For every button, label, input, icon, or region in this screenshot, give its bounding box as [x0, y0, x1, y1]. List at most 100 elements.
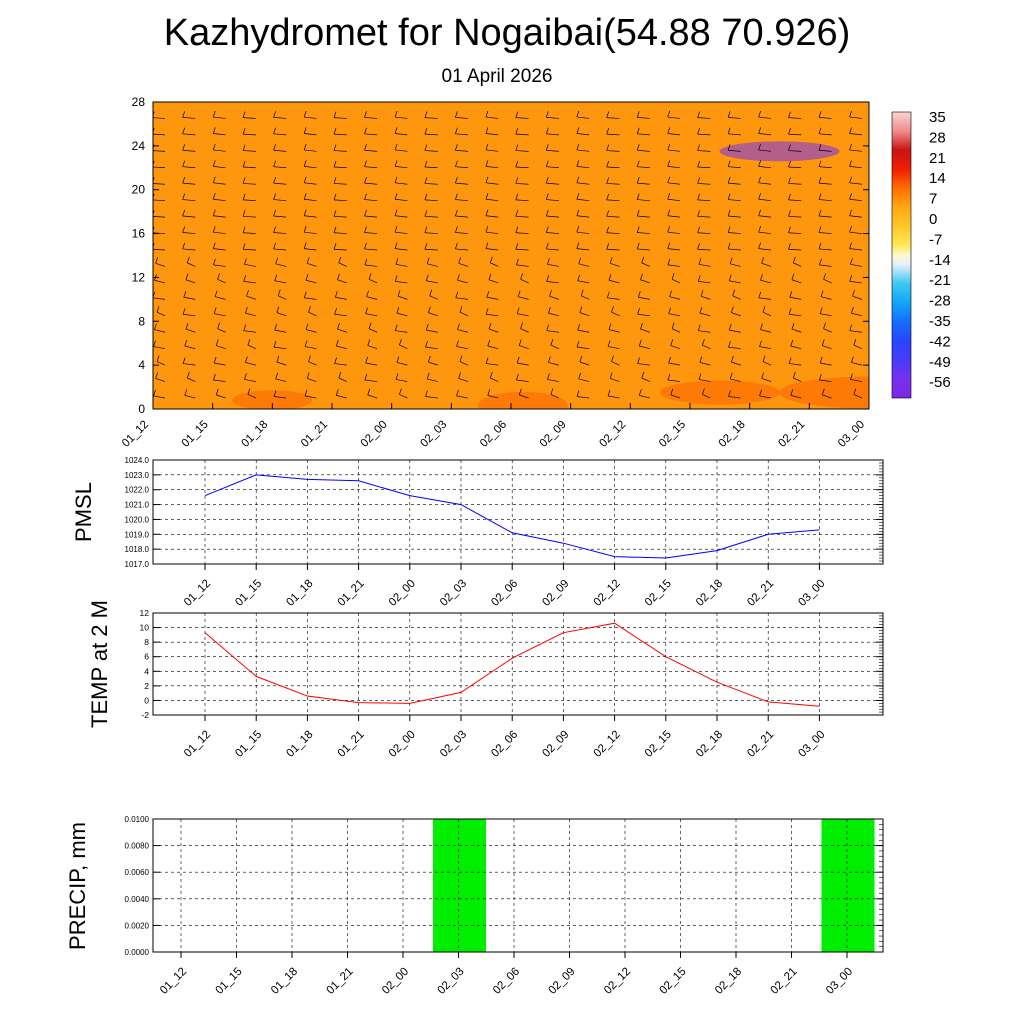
wind-barb [729, 280, 741, 284]
wind-barb-flag [516, 356, 520, 364]
wind-barb-flag [212, 143, 216, 151]
wind-barb-flag [276, 355, 280, 363]
x-tick-label: 02_09 [547, 966, 578, 997]
wind-barb-flag [426, 372, 430, 380]
x-tick-label: 02_03 [436, 966, 467, 997]
wind-barb-flag [156, 355, 160, 362]
wind-barb [333, 150, 347, 152]
x-tick-label: 01_12 [158, 966, 189, 997]
wind-barb-flag [667, 258, 671, 266]
wind-barb-flag [303, 226, 307, 233]
wind-barb [244, 263, 256, 267]
wind-barb [456, 395, 469, 399]
wind-barb [459, 311, 469, 317]
x-tick-label: 02_06 [489, 578, 520, 609]
wind-barb-flag [368, 322, 372, 329]
wind-barb [700, 295, 711, 300]
wind-barb [364, 166, 378, 169]
wind-barb [849, 198, 862, 202]
wind-barb [758, 215, 772, 218]
wind-barb-flag [851, 356, 854, 363]
wind-barb [761, 262, 772, 267]
wind-barb-flag [485, 357, 489, 364]
wind-barb [153, 216, 166, 218]
wind-barb [243, 117, 256, 119]
wind-barb [304, 248, 317, 251]
wind-barb-flag [458, 372, 461, 379]
wind-barb-flag [394, 143, 398, 151]
wind-barb [457, 329, 469, 333]
wind-barb-flag [702, 339, 705, 346]
wind-barb-flag [364, 177, 367, 184]
wind-barb-flag [156, 306, 160, 313]
wind-barb-flag [213, 356, 217, 364]
wind-barb [153, 133, 166, 136]
wind-barb [576, 248, 590, 251]
colorbar-label: 14 [929, 170, 946, 187]
wind-barb [278, 295, 287, 300]
wind-barb [515, 232, 529, 234]
wind-barb [333, 117, 347, 119]
wind-barb [155, 262, 166, 267]
wind-barb [611, 361, 620, 366]
wind-barb [849, 116, 862, 119]
wind-barb [818, 116, 832, 119]
wind-barb [606, 248, 620, 251]
wind-barb [214, 362, 226, 366]
wind-barb-flag [217, 322, 220, 329]
wind-barb [485, 182, 499, 185]
wind-barb [548, 312, 559, 317]
wind-barb-flag [242, 144, 246, 151]
wind-barb-flag [455, 209, 458, 217]
wind-barb [548, 362, 559, 366]
wind-barb-flag [849, 143, 852, 151]
wind-barb [395, 379, 408, 382]
wind-barb [637, 116, 650, 119]
wind-barb-flag [849, 209, 852, 216]
wind-barb-flag [818, 209, 822, 217]
wind-barb-flag [334, 291, 338, 298]
wind-barb-flag [394, 242, 398, 249]
wind-barb [273, 248, 287, 251]
wind-barb-flag [792, 371, 796, 379]
wind-barb-flag [670, 388, 674, 395]
colorbar-label: 21 [929, 150, 946, 167]
heatmap-y-tick-label: 28 [132, 95, 146, 109]
wind-barb-flag [578, 257, 582, 264]
wind-barb [550, 394, 560, 399]
wind-barb-flag [305, 323, 309, 330]
wind-barb-flag [276, 306, 280, 313]
wind-barb-flag [182, 111, 186, 118]
wind-barb-flag [429, 289, 433, 296]
wind-barb-flag [515, 177, 519, 184]
wind-barb [851, 312, 862, 317]
wind-barb [247, 344, 257, 350]
wind-barb [273, 149, 287, 152]
heatmap-y-tick-label: 24 [132, 139, 146, 153]
wind-barb-flag [214, 290, 218, 297]
wind-barb-flag [729, 257, 733, 264]
wind-barb-flag [606, 210, 610, 217]
wind-barb-flag [788, 308, 792, 315]
wind-barb-flag [728, 324, 732, 331]
wind-barb [667, 116, 681, 119]
wind-barb-flag [638, 389, 642, 396]
wind-barb-flag [517, 290, 521, 297]
wind-barb-flag [520, 322, 523, 329]
wind-barb [606, 166, 620, 169]
wind-barb [396, 362, 408, 366]
wind-barb [789, 363, 802, 366]
wind-barb [517, 362, 529, 366]
wind-barb [758, 116, 772, 119]
wind-barb-flag [182, 177, 186, 184]
wind-barb-flag [425, 324, 429, 331]
wind-barb [455, 182, 469, 185]
wind-barb-flag [424, 177, 428, 184]
wind-barb-flag [154, 323, 157, 330]
wind-barb-flag [545, 160, 549, 167]
wind-barb-flag [303, 291, 307, 298]
wind-barb-flag [305, 274, 309, 281]
wind-barb-flag [697, 210, 700, 217]
wind-barb [728, 133, 741, 136]
wind-barb-flag [335, 339, 339, 347]
